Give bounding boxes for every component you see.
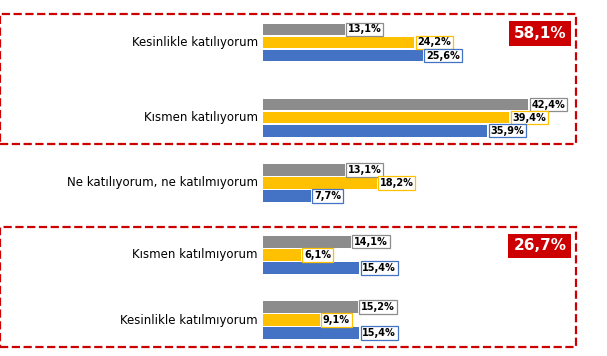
Bar bbox=[263, 236, 351, 247]
Bar bbox=[263, 262, 359, 274]
Text: 7,7%: 7,7% bbox=[314, 191, 341, 201]
Bar bbox=[263, 164, 345, 176]
Text: Kısmen katılıyorum: Kısmen katılıyorum bbox=[144, 111, 258, 124]
Text: 35,9%: 35,9% bbox=[490, 126, 524, 136]
Bar bbox=[263, 177, 377, 189]
Bar bbox=[263, 249, 301, 261]
Bar bbox=[263, 99, 528, 110]
Text: 15,4%: 15,4% bbox=[362, 328, 396, 338]
Text: 15,2%: 15,2% bbox=[361, 302, 395, 312]
Text: 58,1%: 58,1% bbox=[514, 26, 566, 41]
Bar bbox=[263, 301, 358, 313]
Text: 14,1%: 14,1% bbox=[354, 237, 388, 247]
Text: Kesinlikle katılmıyorum: Kesinlikle katılmıyorum bbox=[120, 314, 258, 326]
Text: Ne katılıyorum, ne katılmıyorum: Ne katılıyorum, ne katılmıyorum bbox=[67, 177, 258, 189]
Text: 25,6%: 25,6% bbox=[426, 51, 460, 61]
Bar bbox=[263, 125, 487, 136]
Bar bbox=[263, 190, 311, 202]
Bar bbox=[263, 314, 320, 326]
Text: 18,2%: 18,2% bbox=[380, 178, 414, 188]
Text: 26,7%: 26,7% bbox=[514, 239, 566, 253]
Text: 39,4%: 39,4% bbox=[512, 112, 546, 122]
Text: Kesinlikle katılıyorum: Kesinlikle katılıyorum bbox=[132, 36, 258, 49]
Bar bbox=[0, 14, 575, 145]
Bar bbox=[263, 23, 345, 35]
Text: 13,1%: 13,1% bbox=[348, 25, 382, 35]
Bar bbox=[0, 227, 575, 347]
Text: Kısmen katılmıyorum: Kısmen katılmıyorum bbox=[132, 248, 258, 261]
Bar bbox=[263, 49, 423, 61]
Text: 15,4%: 15,4% bbox=[362, 263, 396, 273]
Text: 42,4%: 42,4% bbox=[531, 100, 565, 110]
Bar bbox=[263, 37, 414, 48]
Text: 13,1%: 13,1% bbox=[348, 165, 382, 175]
Bar bbox=[263, 327, 359, 339]
Bar bbox=[263, 112, 509, 124]
Text: 24,2%: 24,2% bbox=[418, 37, 451, 47]
Text: 6,1%: 6,1% bbox=[304, 250, 331, 260]
Legend: Akademisyen/Düşünce Kuruluşu Tems., Asker, Diğer: Akademisyen/Düşünce Kuruluşu Tems., Aske… bbox=[170, 353, 498, 356]
Text: 9,1%: 9,1% bbox=[323, 315, 350, 325]
